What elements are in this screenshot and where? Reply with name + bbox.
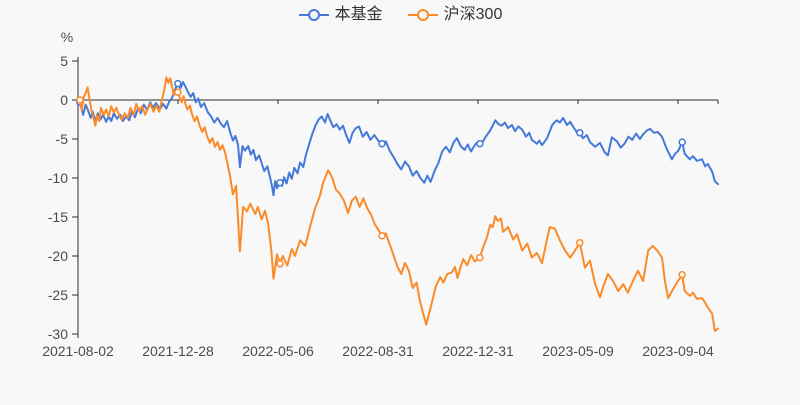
x-axis-label: 2022-05-06	[242, 343, 314, 359]
y-axis-tick-label: 0	[60, 92, 68, 108]
y-axis-unit-label: %	[60, 29, 74, 45]
series-marker	[378, 139, 386, 148]
x-axis-label: 2022-12-31	[442, 343, 514, 359]
series-marker	[174, 88, 182, 96]
y-axis-tick-label: -15	[48, 209, 68, 225]
legend-item-fund[interactable]: 本基金	[298, 4, 383, 26]
series-line-fund	[78, 81, 719, 197]
series-marker	[476, 253, 484, 262]
y-axis-tick-label: -25	[48, 287, 68, 303]
x-axis-label: 2021-08-02	[42, 343, 114, 359]
x-axis-label: 2021-12-28	[142, 343, 214, 359]
chart-legend: 本基金 沪深300	[0, 4, 800, 26]
series-marker	[678, 138, 686, 146]
legend-label-csi300: 沪深300	[443, 6, 503, 23]
series-marker	[276, 260, 284, 268]
series-marker	[576, 238, 584, 247]
line-marker-icon	[407, 9, 438, 21]
x-axis-label: 2023-05-09	[542, 343, 614, 359]
y-axis-tick-label: -20	[48, 248, 68, 264]
series-marker	[476, 139, 484, 148]
line-marker-icon	[298, 9, 329, 21]
series-marker	[276, 178, 284, 187]
y-axis-tick-label: -10	[48, 170, 68, 186]
series-marker	[378, 231, 386, 240]
series-marker	[76, 96, 84, 104]
legend-item-csi300[interactable]: 沪深300	[407, 4, 503, 26]
legend-label-fund: 本基金	[334, 6, 383, 23]
y-axis-tick-label: 5	[60, 53, 68, 69]
x-axis-label: 2022-08-31	[342, 343, 414, 359]
series-marker	[576, 129, 584, 137]
y-axis-tick-label: -5	[56, 131, 69, 147]
series-marker	[678, 270, 686, 279]
x-axis-label: 2023-09-04	[642, 343, 714, 359]
series-line-benchmark	[78, 76, 719, 332]
series-marker	[174, 79, 182, 88]
y-axis-tick-label: -30	[48, 326, 68, 342]
